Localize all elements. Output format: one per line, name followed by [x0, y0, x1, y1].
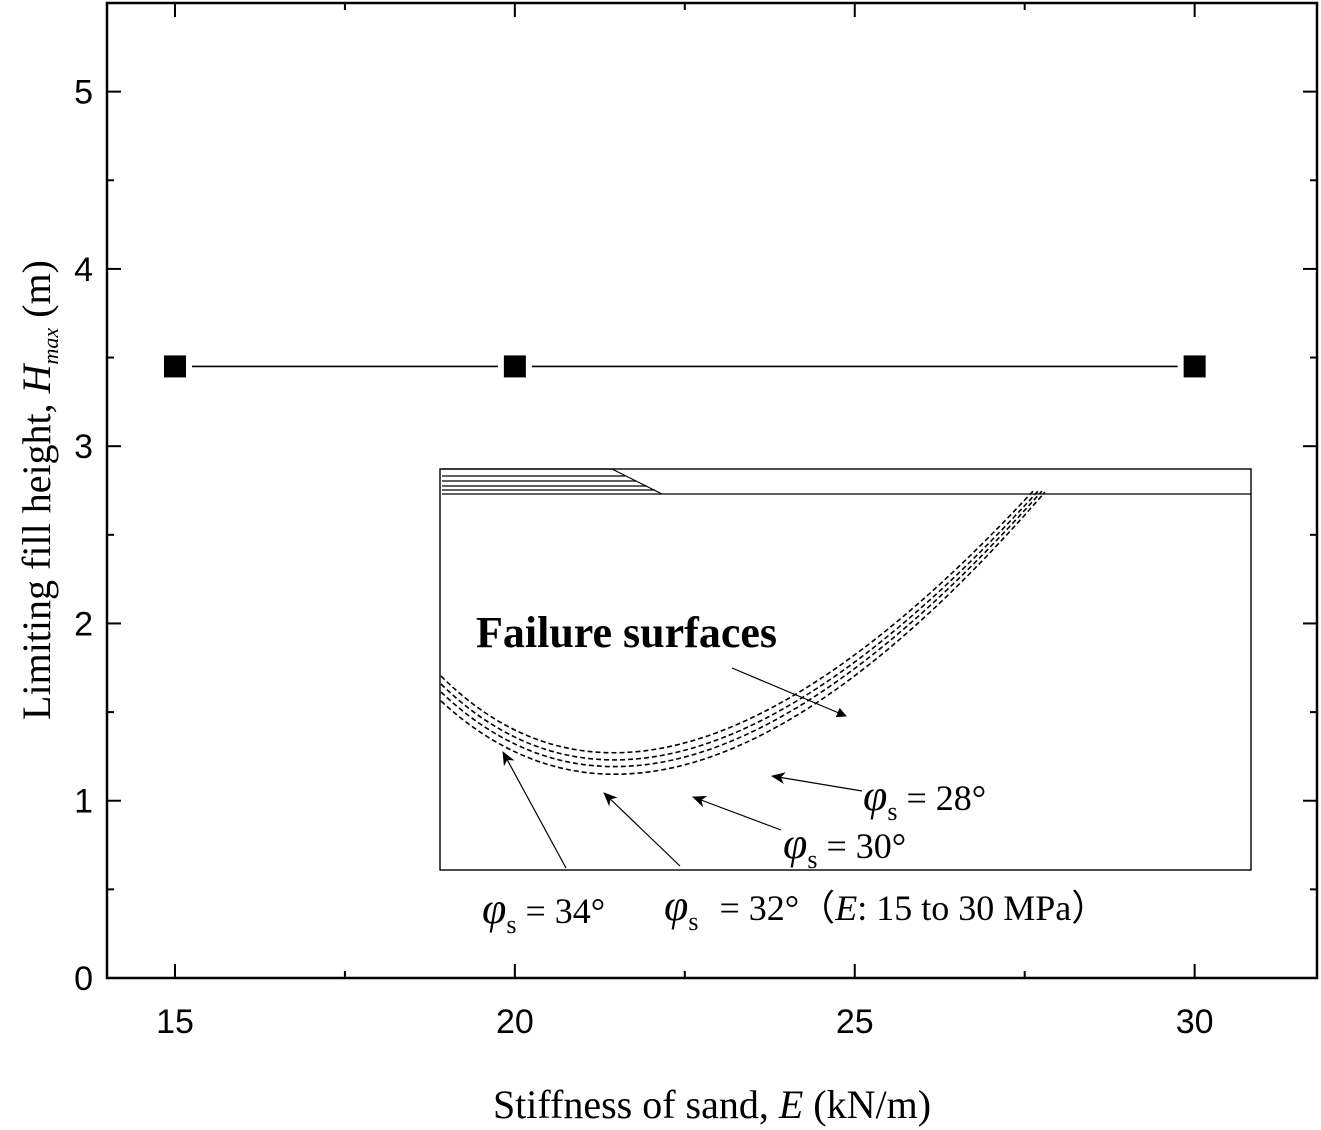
y-axis-ticks: 0 1 2 3 4 5 — [74, 2, 1317, 998]
y-tick-label-4: 4 — [74, 251, 93, 289]
label-range-note-symbol: E — [834, 888, 857, 928]
x-axis-title-unit: (kN/m) — [803, 1082, 931, 1127]
label-phi-34-sub: s — [506, 910, 516, 939]
failure-surface-28 — [440, 491, 1046, 775]
leader-30 — [692, 795, 782, 831]
label-range-note-pre: （ — [799, 888, 835, 928]
label-phi-32-symbol: φ — [664, 881, 688, 930]
label-phi-34-value: = 34° — [516, 891, 605, 931]
label-phi-28-symbol: φ — [863, 771, 887, 820]
series-layer — [163, 355, 1206, 378]
inset-frame — [439, 468, 1252, 871]
label-phi-28-value: = 28° — [897, 778, 986, 818]
label-phi-28-sub: s — [887, 797, 897, 826]
label-phi-30: φs = 30° — [783, 819, 906, 874]
label-phi-34-symbol: φ — [482, 884, 506, 933]
y-axis-title-pre: Limiting fill height, — [14, 393, 59, 720]
data-point-20 — [503, 355, 526, 378]
label-phi-30-sub: s — [807, 845, 817, 874]
failure-surfaces-label: Failure surfaces — [476, 608, 777, 657]
x-tick-label-20: 20 — [496, 1003, 534, 1041]
x-tick-label-25: 25 — [836, 1003, 874, 1041]
data-point-15 — [163, 355, 186, 378]
y-axis-title-unit: (m) — [14, 260, 59, 328]
label-phi-32-sub: s — [688, 907, 698, 936]
label-phi-32-value: = 32° — [710, 888, 799, 928]
inset-figure: Failure surfaces φs = 28° φs = 30° φs = … — [439, 468, 1252, 939]
x-axis-ticks: 15 20 25 30 — [156, 3, 1214, 1041]
failure-surface-30 — [440, 490, 1043, 768]
y-tick-label-2: 2 — [74, 605, 93, 643]
leader-32 — [603, 792, 681, 867]
y-tick-label-3: 3 — [74, 428, 93, 466]
label-range-note: : 15 to 30 MPa） — [857, 888, 1107, 928]
label-phi-30-value: = 30° — [817, 826, 906, 866]
y-tick-label-5: 5 — [74, 74, 93, 112]
data-point-30 — [1183, 355, 1206, 378]
label-phi-34: φs = 34° — [482, 884, 605, 939]
failure-surfaces-arrow — [731, 667, 847, 718]
plot-frame — [105, 1, 1319, 980]
failure-surface-32 — [440, 489, 1040, 761]
failure-surface-34 — [440, 488, 1036, 754]
y-tick-label-1: 1 — [74, 783, 93, 821]
y-axis-title: Limiting fill height, Hmax (m) — [14, 260, 63, 720]
x-tick-label-30: 30 — [1176, 1003, 1214, 1041]
x-tick-label-15: 15 — [156, 1003, 194, 1041]
y-tick-label-0: 0 — [74, 960, 93, 998]
embankment-layers — [442, 468, 1251, 495]
x-axis-title-pre: Stiffness of sand, — [493, 1082, 779, 1127]
failure-surfaces — [440, 488, 1046, 775]
y-axis-title-symbol: H — [14, 362, 59, 394]
leader-34 — [502, 751, 567, 869]
label-phi-30-symbol: φ — [783, 819, 807, 868]
y-axis-title-subscript: max — [38, 328, 63, 365]
label-phi-32: φs = 32°（E: 15 to 30 MPa） — [664, 881, 1107, 936]
label-phi-28: φs = 28° — [863, 771, 986, 826]
x-axis-title: Stiffness of sand, E (kN/m) — [493, 1082, 931, 1127]
leader-28 — [771, 772, 863, 792]
x-axis-title-symbol: E — [778, 1082, 803, 1127]
